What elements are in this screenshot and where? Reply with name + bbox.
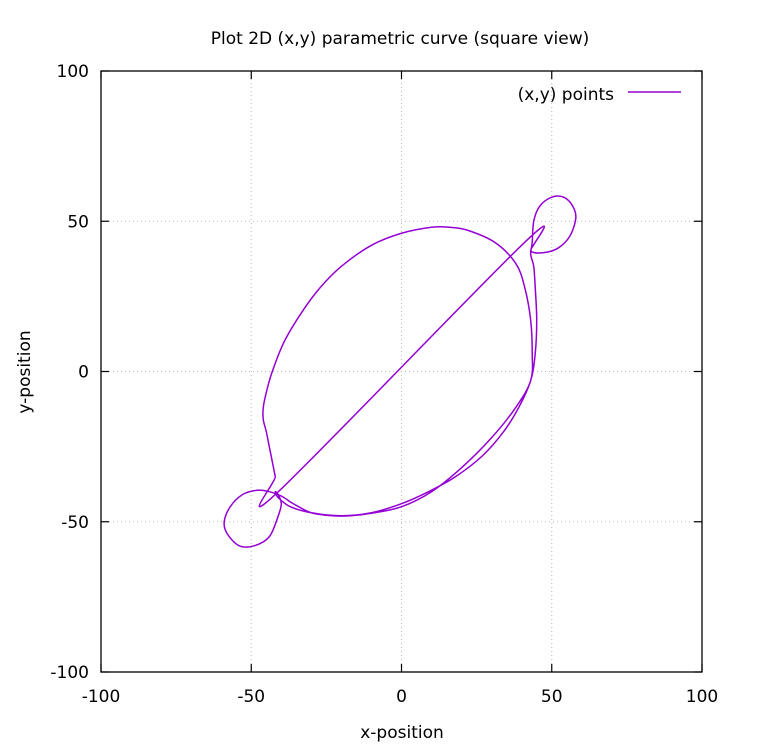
series-layer bbox=[223, 195, 577, 548]
y-tick-label: 0 bbox=[78, 363, 89, 383]
y-tick-label: -100 bbox=[50, 663, 89, 683]
y-tick-label: 50 bbox=[67, 212, 89, 232]
legend: (x,y) points bbox=[518, 85, 681, 105]
chart-title: Plot 2D (x,y) parametric curve (square v… bbox=[211, 29, 589, 49]
x-tick-label: 50 bbox=[541, 687, 563, 707]
x-tick-label: 100 bbox=[686, 687, 718, 707]
y-tick-label: 100 bbox=[57, 62, 89, 82]
plot-frame bbox=[100, 70, 703, 673]
x-axis-label: x-position bbox=[360, 723, 444, 743]
y-tick-labels: -100 -50 0 50 100 bbox=[50, 62, 89, 683]
x-tick-labels: -100 -50 0 50 100 bbox=[82, 687, 719, 707]
y-axis-label: y-position bbox=[15, 330, 35, 413]
y-tick-label: -50 bbox=[61, 513, 89, 533]
x-tick-label: -50 bbox=[237, 687, 265, 707]
x-tick-label: 0 bbox=[396, 687, 407, 707]
legend-label: (x,y) points bbox=[518, 85, 615, 105]
grid-lines bbox=[101, 71, 702, 672]
series-curve bbox=[223, 195, 577, 548]
x-tick-label: -100 bbox=[82, 687, 121, 707]
